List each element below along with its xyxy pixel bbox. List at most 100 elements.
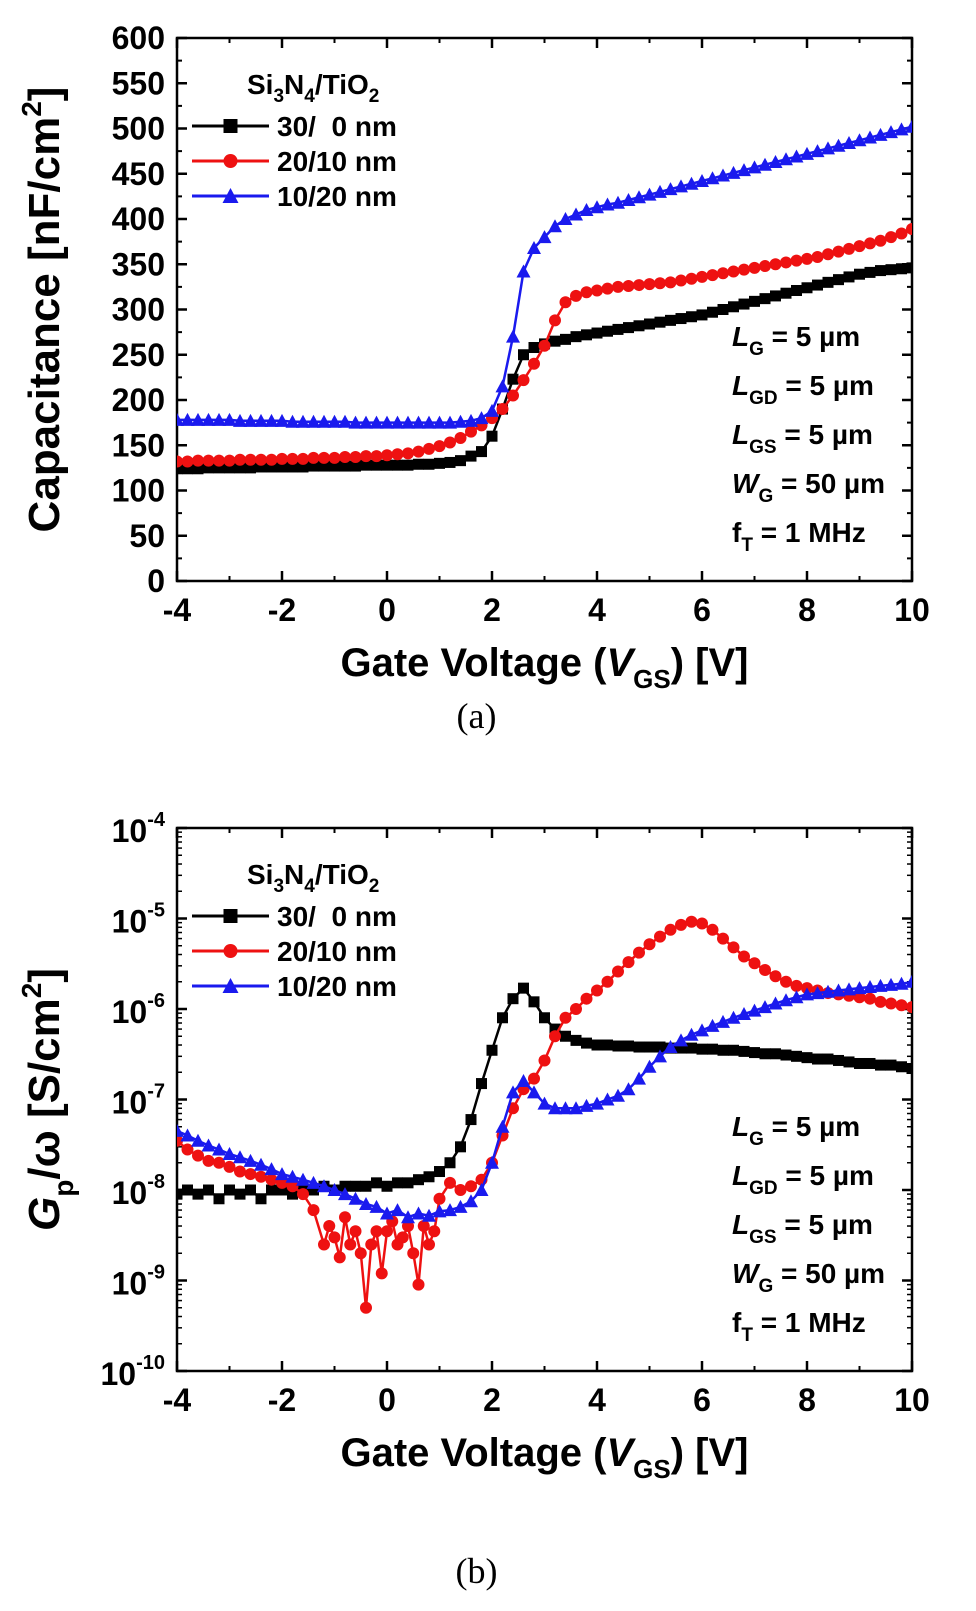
data-point xyxy=(539,1012,550,1024)
data-point xyxy=(528,357,540,370)
data-point xyxy=(433,1192,446,1205)
data-point xyxy=(423,1238,435,1251)
data-point xyxy=(663,182,678,196)
data-point xyxy=(885,231,897,244)
data-point xyxy=(748,957,761,970)
data-point xyxy=(737,1007,751,1021)
data-point xyxy=(675,918,687,931)
data-point xyxy=(779,152,793,166)
data-point xyxy=(181,1143,194,1156)
data-point xyxy=(191,412,205,426)
data-point xyxy=(402,459,414,471)
data-point xyxy=(402,1177,414,1189)
data-point xyxy=(245,462,256,474)
data-point xyxy=(791,284,802,296)
data-point xyxy=(738,1045,750,1057)
data-point xyxy=(874,995,887,1008)
data-point xyxy=(390,1203,405,1217)
data-point xyxy=(758,157,772,171)
data-point xyxy=(548,1101,562,1115)
data-point xyxy=(569,207,583,221)
data-point xyxy=(287,1188,298,1200)
data-point xyxy=(296,414,310,428)
data-point xyxy=(507,389,519,402)
data-point xyxy=(338,1187,352,1201)
data-point xyxy=(360,459,372,471)
y-axis-title: Gp/ω [S/cm2] xyxy=(16,968,79,1231)
data-point xyxy=(800,987,814,1001)
data-point xyxy=(654,930,666,943)
data-point xyxy=(600,197,615,211)
legend-label: 20/10 nm xyxy=(277,936,397,967)
data-point xyxy=(453,1199,468,1213)
data-point xyxy=(454,1184,467,1196)
data-point xyxy=(800,146,814,160)
data-point xyxy=(286,452,299,465)
data-point xyxy=(339,1211,351,1224)
data-point xyxy=(707,306,718,318)
data-point xyxy=(612,280,624,293)
data-point xyxy=(255,453,267,466)
data-point xyxy=(601,282,614,295)
x-tick-label: -4 xyxy=(163,592,192,628)
data-point xyxy=(485,403,499,417)
x-tick-label: 0 xyxy=(378,1382,396,1418)
data-point xyxy=(821,984,835,998)
data-point xyxy=(831,983,846,997)
data-point xyxy=(422,1208,436,1222)
data-point xyxy=(391,448,404,461)
data-point xyxy=(486,430,498,442)
x-tick-label: 4 xyxy=(588,592,606,628)
y-axis-title: Capacitance [nF/cm2] xyxy=(16,87,69,533)
data-point xyxy=(843,271,855,283)
data-point xyxy=(275,413,289,427)
x-tick-label: 0 xyxy=(378,592,396,628)
data-point xyxy=(611,1088,625,1102)
y-tick-label: 10-9 xyxy=(112,1262,165,1302)
y-tick-label: 250 xyxy=(112,337,165,373)
data-point xyxy=(560,1030,571,1042)
data-point xyxy=(560,333,571,345)
data-point xyxy=(266,1184,277,1196)
y-tick-label: 500 xyxy=(112,111,165,147)
data-point xyxy=(896,1061,907,1073)
data-point xyxy=(863,980,877,994)
data-point xyxy=(780,1049,792,1061)
data-point xyxy=(485,1155,499,1169)
data-point xyxy=(537,230,552,244)
data-point xyxy=(570,1003,582,1015)
data-point xyxy=(875,265,886,277)
data-point xyxy=(328,451,341,464)
data-point xyxy=(538,339,551,352)
data-point xyxy=(653,1049,667,1063)
data-point xyxy=(737,163,751,177)
data-point xyxy=(801,1052,813,1064)
data-point xyxy=(664,923,677,936)
data-point xyxy=(591,284,603,297)
data-point xyxy=(695,173,709,187)
data-point xyxy=(255,1193,267,1205)
legend-swatch-marker xyxy=(222,188,239,203)
data-point xyxy=(579,1098,594,1112)
data-point xyxy=(432,415,447,429)
data-point xyxy=(644,318,655,330)
data-point xyxy=(758,1000,772,1014)
data-point xyxy=(323,1220,336,1233)
panel-b: -4 -2 0 2 4 6 8 10 10-10 10-9 10-8 10-7 10-6 10-5 10-4… xyxy=(16,809,930,1591)
data-point xyxy=(717,267,729,280)
data-point xyxy=(895,227,908,240)
data-point xyxy=(538,1054,551,1067)
param-annotation: WG = 50 µm xyxy=(732,1258,885,1297)
data-point xyxy=(601,975,614,988)
data-point xyxy=(413,1174,424,1186)
x-axis-title: Gate Voltage (VGS) [V] xyxy=(340,641,748,694)
data-point xyxy=(591,984,603,997)
legend-label: 20/10 nm xyxy=(277,146,397,177)
data-point xyxy=(255,1170,267,1183)
data-point xyxy=(726,1010,741,1024)
data-point xyxy=(801,282,813,294)
data-point xyxy=(497,1012,508,1024)
data-point xyxy=(810,986,825,1000)
y-tick-label: 0 xyxy=(147,563,165,599)
data-point xyxy=(506,329,520,343)
